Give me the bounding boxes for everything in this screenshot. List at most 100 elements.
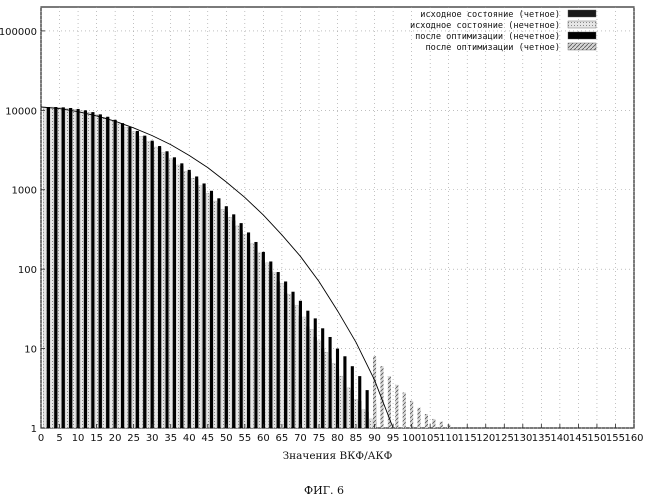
x-tick-label: 150 <box>587 433 606 444</box>
bar-series-2 <box>80 111 83 428</box>
legend-label-2: исходное состояние (нечетное) <box>410 21 560 31</box>
bar-series-2 <box>303 317 306 428</box>
bar-series-3 <box>321 328 324 428</box>
bar-series-2 <box>325 352 328 428</box>
bar-series-3 <box>128 127 131 428</box>
bar-series-3 <box>62 107 65 428</box>
bar-series-3 <box>262 252 265 428</box>
bar-series-3 <box>180 163 183 428</box>
bar-series-4 <box>440 422 443 428</box>
bar-series-2 <box>125 127 128 428</box>
bar-series-3 <box>69 108 72 428</box>
bar-series-3 <box>217 198 220 428</box>
bar-series-3 <box>240 223 243 428</box>
x-tick-label: 55 <box>238 433 251 444</box>
x-tick-label: 140 <box>550 433 569 444</box>
bar-series-3 <box>99 114 102 428</box>
bar-series-3 <box>254 242 257 428</box>
legend-swatch-2 <box>568 21 596 28</box>
bar-series-3 <box>291 292 294 428</box>
bar-series-2 <box>58 107 61 428</box>
bar-series-3 <box>306 311 309 428</box>
bar-series-2 <box>88 112 91 428</box>
bar-series-2 <box>369 419 372 428</box>
legend-label-3: после оптимизации (нечетное) <box>415 32 560 42</box>
bar-series-3 <box>136 131 139 428</box>
x-tick-label: 110 <box>439 433 458 444</box>
bar-series-3 <box>232 214 235 428</box>
bar-series-3 <box>106 117 109 428</box>
bar-series-2 <box>95 115 98 428</box>
bar-series-3 <box>247 232 250 428</box>
legend-swatch-3 <box>568 32 596 39</box>
y-tick-label: 100000 <box>0 27 37 38</box>
legend-label-4: после оптимизации (четное) <box>425 43 560 53</box>
bar-series-2 <box>147 142 150 429</box>
bar-series-3 <box>358 376 361 428</box>
bar-series-2 <box>236 226 239 428</box>
x-tick-label: 100 <box>402 433 421 444</box>
bar-series-4 <box>425 414 428 428</box>
bar-series-2 <box>191 178 194 428</box>
x-tick-label: 45 <box>201 433 214 444</box>
bar-series-3 <box>77 109 80 428</box>
bar-series-4 <box>410 401 413 428</box>
bar-series-2 <box>280 283 283 428</box>
bar-series-2 <box>110 120 113 428</box>
bar-series-2 <box>51 107 54 428</box>
bar-series-2 <box>117 124 120 428</box>
bar-series-3 <box>84 110 87 428</box>
bar-series-2 <box>340 376 343 428</box>
y-tick-label: 100 <box>18 265 37 276</box>
bar-series-4 <box>432 419 435 428</box>
x-tick-label: 20 <box>109 433 122 444</box>
bar-series-2 <box>332 363 335 428</box>
bar-series-3 <box>151 141 154 428</box>
bar-series-2 <box>65 108 68 428</box>
bar-series-2 <box>266 263 269 428</box>
bar-series-2 <box>73 109 76 428</box>
bar-series-2 <box>228 217 231 428</box>
bar-series-2 <box>288 294 291 428</box>
bar-series-2 <box>347 388 350 428</box>
bar-series-3 <box>225 206 228 428</box>
bar-series-3 <box>47 107 50 428</box>
x-tick-label: 15 <box>90 433 103 444</box>
bar-series-2 <box>154 147 157 428</box>
x-tick-label: 80 <box>331 433 344 444</box>
y-tick-label: 10 <box>24 345 37 356</box>
x-tick-label: 60 <box>257 433 270 444</box>
bar-series-2 <box>310 329 313 428</box>
x-tick-label: 155 <box>606 433 625 444</box>
x-tick-label: 135 <box>532 433 551 444</box>
bar-series-4 <box>395 385 398 428</box>
bar-series-2 <box>221 209 224 428</box>
x-tick-label: 125 <box>495 433 514 444</box>
x-tick-label: 50 <box>220 433 233 444</box>
bar-series-3 <box>351 366 354 428</box>
bar-series-3 <box>195 176 198 428</box>
bar-series-3 <box>210 191 213 428</box>
bar-series-3 <box>314 318 317 428</box>
x-tick-label: 10 <box>72 433 85 444</box>
x-tick-label: 70 <box>294 433 307 444</box>
x-tick-label: 85 <box>350 433 363 444</box>
bar-series-3 <box>188 170 191 428</box>
bar-series-2 <box>206 193 209 428</box>
x-tick-label: 90 <box>368 433 381 444</box>
x-tick-label: 30 <box>146 433 159 444</box>
bar-series-2 <box>102 117 105 428</box>
x-tick-label: 5 <box>56 433 62 444</box>
bar-series-3 <box>269 261 272 428</box>
bar-series-3 <box>343 356 346 428</box>
x-tick-label: 95 <box>387 433 400 444</box>
legend-swatch-1 <box>568 10 596 17</box>
y-tick-label: 10000 <box>5 106 37 117</box>
bar-series-2 <box>273 273 276 428</box>
x-tick-label: 115 <box>458 433 477 444</box>
x-tick-label: 120 <box>476 433 495 444</box>
y-tick-label: 1000 <box>12 186 37 197</box>
bar-series-2 <box>140 136 143 428</box>
bar-series-4 <box>403 392 406 428</box>
bar-series-2 <box>199 186 202 428</box>
